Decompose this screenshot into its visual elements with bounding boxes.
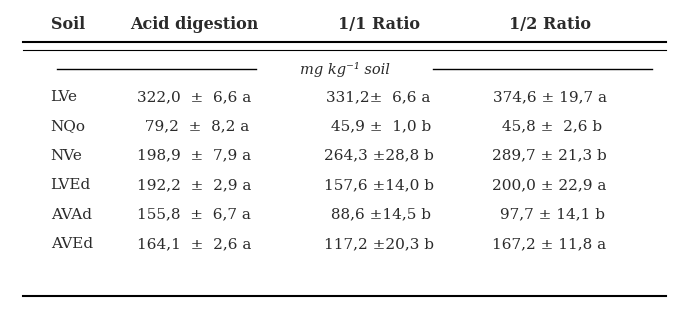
Text: NVe: NVe bbox=[50, 149, 83, 163]
Text: NQo: NQo bbox=[50, 119, 85, 134]
Text: 198,9  ±  7,9 a: 198,9 ± 7,9 a bbox=[137, 149, 251, 163]
Text: 167,2 ± 11,8 a: 167,2 ± 11,8 a bbox=[493, 237, 606, 251]
Text: 155,8  ±  6,7 a: 155,8 ± 6,7 a bbox=[137, 208, 251, 222]
Text: 45,8 ±  2,6 b: 45,8 ± 2,6 b bbox=[497, 119, 602, 134]
Text: 79,2  ±  8,2 a: 79,2 ± 8,2 a bbox=[139, 119, 249, 134]
Text: 1/2 Ratio: 1/2 Ratio bbox=[508, 16, 590, 33]
Text: 97,7 ± 14,1 b: 97,7 ± 14,1 b bbox=[495, 208, 604, 222]
Text: 157,6 ±14,0 b: 157,6 ±14,0 b bbox=[324, 178, 433, 192]
Text: AVAd: AVAd bbox=[50, 208, 92, 222]
Text: AVEd: AVEd bbox=[50, 237, 93, 251]
Text: 264,3 ±28,8 b: 264,3 ±28,8 b bbox=[324, 149, 433, 163]
Text: 88,6 ±14,5 b: 88,6 ±14,5 b bbox=[326, 208, 431, 222]
Text: LVEd: LVEd bbox=[50, 178, 91, 192]
Text: 192,2  ±  2,9 a: 192,2 ± 2,9 a bbox=[137, 178, 251, 192]
Text: 200,0 ± 22,9 a: 200,0 ± 22,9 a bbox=[493, 178, 607, 192]
Text: 331,2±  6,6 a: 331,2± 6,6 a bbox=[327, 91, 431, 104]
Text: 117,2 ±20,3 b: 117,2 ±20,3 b bbox=[324, 237, 433, 251]
Text: 322,0  ±  6,6 a: 322,0 ± 6,6 a bbox=[137, 91, 251, 104]
Text: 374,6 ± 19,7 a: 374,6 ± 19,7 a bbox=[493, 91, 606, 104]
Text: 45,9 ±  1,0 b: 45,9 ± 1,0 b bbox=[326, 119, 431, 134]
Text: Acid digestion: Acid digestion bbox=[130, 16, 258, 33]
Text: mg kg⁻¹ soil: mg kg⁻¹ soil bbox=[300, 62, 389, 76]
Text: 164,1  ±  2,6 a: 164,1 ± 2,6 a bbox=[137, 237, 251, 251]
Text: LVe: LVe bbox=[50, 91, 78, 104]
Text: 1/1 Ratio: 1/1 Ratio bbox=[338, 16, 420, 33]
Text: Soil: Soil bbox=[50, 16, 85, 33]
Text: 289,7 ± 21,3 b: 289,7 ± 21,3 b bbox=[492, 149, 607, 163]
